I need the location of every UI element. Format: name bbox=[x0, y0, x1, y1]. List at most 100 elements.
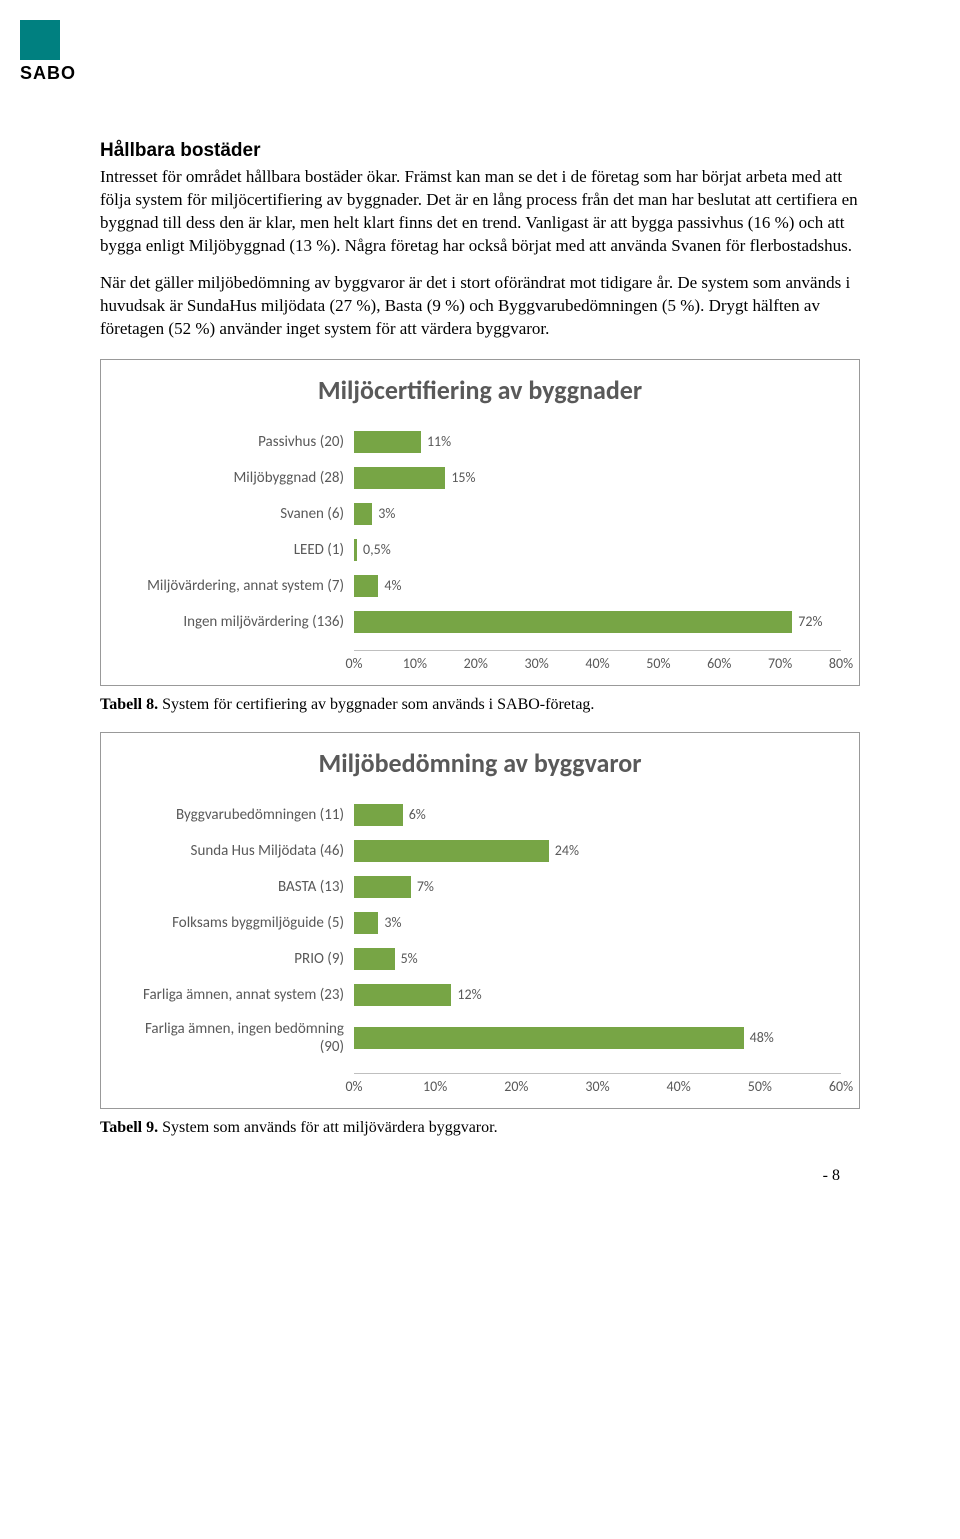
chart-1-tick: 30% bbox=[525, 655, 549, 672]
chart-2-bar-value: 6% bbox=[403, 804, 426, 826]
chart-1-bar-value: 15% bbox=[445, 467, 475, 489]
paragraph-1: Intresset för området hållbara bostäder … bbox=[100, 166, 860, 258]
chart-1-bar-region: 0,5% bbox=[354, 539, 841, 561]
chart-2-bar-region: 12% bbox=[354, 984, 841, 1006]
chart-2-category-label: Farliga ämnen, ingen bedömning (90) bbox=[119, 1020, 354, 1056]
chart-1-tick: 40% bbox=[585, 655, 609, 672]
sabo-logo: SABO bbox=[20, 20, 76, 84]
chart-1-bar bbox=[354, 431, 421, 453]
chart-2-bar bbox=[354, 948, 395, 970]
chart-1-tick: 10% bbox=[403, 655, 427, 672]
chart-2-category-label: Folksams byggmiljöguide (5) bbox=[119, 914, 354, 932]
chart-2-tick: 0% bbox=[345, 1078, 362, 1095]
chart-1-bar-value: 3% bbox=[372, 503, 395, 525]
chart-2-row: Sunda Hus Miljödata (46) 24% bbox=[119, 840, 841, 862]
chart-2-bar-value: 7% bbox=[411, 876, 434, 898]
chart-1-bar bbox=[354, 503, 372, 525]
chart-2-row: PRIO (9) 5% bbox=[119, 948, 841, 970]
chart-2-title: Miljöbedömning av byggvaror bbox=[119, 747, 841, 779]
caption-2-text: System som används för att miljövärdera … bbox=[158, 1119, 497, 1136]
chart-2-bar-value: 48% bbox=[744, 1027, 774, 1049]
chart-2-bar-region: 48% bbox=[354, 1027, 841, 1049]
chart-1-axis: 0%10%20%30%40%50%60%70%80% bbox=[354, 650, 841, 671]
chart-2-tick: 60% bbox=[829, 1078, 853, 1095]
chart-2-bar-value: 3% bbox=[378, 912, 401, 934]
chart-2-axis: 0%10%20%30%40%50%60% bbox=[354, 1073, 841, 1094]
chart-1-bar bbox=[354, 575, 378, 597]
chart-1-category-label: LEED (1) bbox=[119, 541, 354, 559]
caption-1-bold: Tabell 8. bbox=[100, 696, 158, 713]
chart-2-row: Folksams byggmiljöguide (5) 3% bbox=[119, 912, 841, 934]
paragraph-2: När det gäller miljöbedömning av byggvar… bbox=[100, 272, 860, 341]
chart-1-tick: 50% bbox=[646, 655, 670, 672]
chart-1-bar bbox=[354, 611, 792, 633]
chart-1-bar-region: 11% bbox=[354, 431, 841, 453]
chart-1-bar-value: 72% bbox=[792, 611, 822, 633]
chart-2-tick: 50% bbox=[748, 1078, 772, 1095]
chart-1-tick: 70% bbox=[768, 655, 792, 672]
chart-2-category-label: Farliga ämnen, annat system (23) bbox=[119, 986, 354, 1004]
chart-2-bar bbox=[354, 1027, 744, 1049]
chart-2-bar-value: 12% bbox=[451, 984, 481, 1006]
chart-2-bar-region: 5% bbox=[354, 948, 841, 970]
chart-1-row: Miljöbyggnad (28) 15% bbox=[119, 467, 841, 489]
logo-block bbox=[20, 20, 60, 60]
chart-2-row: Farliga ämnen, annat system (23) 12% bbox=[119, 984, 841, 1006]
chart-2-bar bbox=[354, 840, 549, 862]
chart-1-category-label: Miljöbyggnad (28) bbox=[119, 469, 354, 487]
chart-1-bar-value: 0,5% bbox=[357, 539, 391, 561]
chart-2-bar-region: 24% bbox=[354, 840, 841, 862]
chart-2-bar-value: 24% bbox=[549, 840, 579, 862]
chart-1: Miljöcertifiering av byggnader Passivhus… bbox=[100, 359, 860, 686]
page-number-value: 8 bbox=[832, 1167, 840, 1184]
chart-2-bar-region: 6% bbox=[354, 804, 841, 826]
chart-2-bar bbox=[354, 876, 411, 898]
chart-2-bar bbox=[354, 804, 403, 826]
chart-2-bar bbox=[354, 912, 378, 934]
chart-2-bar-region: 7% bbox=[354, 876, 841, 898]
chart-2-tick: 20% bbox=[504, 1078, 528, 1095]
chart-1-bar-region: 72% bbox=[354, 611, 841, 633]
chart-1-category-label: Miljövärdering, annat system (7) bbox=[119, 577, 354, 595]
chart-2-category-label: Sunda Hus Miljödata (46) bbox=[119, 842, 354, 860]
chart-1-bar-value: 11% bbox=[421, 431, 451, 453]
caption-1: Tabell 8. System för certifiering av byg… bbox=[100, 696, 860, 714]
chart-1-bar-value: 4% bbox=[378, 575, 401, 597]
logo-text: SABO bbox=[20, 63, 76, 84]
section-heading: Hållbara bostäder bbox=[100, 140, 860, 162]
chart-1-bar bbox=[354, 467, 445, 489]
chart-2: Miljöbedömning av byggvaror Byggvarubedö… bbox=[100, 732, 860, 1109]
chart-1-bar-region: 3% bbox=[354, 503, 841, 525]
chart-1-category-label: Ingen miljövärdering (136) bbox=[119, 613, 354, 631]
chart-1-tick: 20% bbox=[464, 655, 488, 672]
chart-1-title: Miljöcertifiering av byggnader bbox=[119, 374, 841, 406]
chart-1-row: LEED (1)0,5% bbox=[119, 539, 841, 561]
page-number: - 8 bbox=[100, 1167, 860, 1185]
chart-2-row: Farliga ämnen, ingen bedömning (90) 48% bbox=[119, 1020, 841, 1056]
caption-2: Tabell 9. System som används för att mil… bbox=[100, 1119, 860, 1137]
chart-2-bar bbox=[354, 984, 451, 1006]
chart-1-category-label: Svanen (6) bbox=[119, 505, 354, 523]
chart-2-tick: 40% bbox=[667, 1078, 691, 1095]
chart-2-category-label: Byggvarubedömningen (11) bbox=[119, 806, 354, 824]
chart-1-row: Passivhus (20) 11% bbox=[119, 431, 841, 453]
chart-1-tick: 60% bbox=[707, 655, 731, 672]
chart-1-category-label: Passivhus (20) bbox=[119, 433, 354, 451]
caption-2-bold: Tabell 9. bbox=[100, 1119, 158, 1136]
chart-1-bar-region: 4% bbox=[354, 575, 841, 597]
chart-1-row: Ingen miljövärdering (136) 72% bbox=[119, 611, 841, 633]
chart-2-category-label: BASTA (13) bbox=[119, 878, 354, 896]
chart-2-tick: 10% bbox=[423, 1078, 447, 1095]
chart-1-row: Miljövärdering, annat system (7) 4% bbox=[119, 575, 841, 597]
chart-1-tick: 80% bbox=[829, 655, 853, 672]
chart-2-tick: 30% bbox=[585, 1078, 609, 1095]
chart-1-tick: 0% bbox=[345, 655, 362, 672]
chart-2-row: Byggvarubedömningen (11) 6% bbox=[119, 804, 841, 826]
chart-2-bar-value: 5% bbox=[395, 948, 418, 970]
chart-2-bar-region: 3% bbox=[354, 912, 841, 934]
caption-1-text: System för certifiering av byggnader som… bbox=[158, 696, 594, 713]
chart-1-bar-region: 15% bbox=[354, 467, 841, 489]
chart-2-row: BASTA (13) 7% bbox=[119, 876, 841, 898]
chart-1-row: Svanen (6) 3% bbox=[119, 503, 841, 525]
chart-2-category-label: PRIO (9) bbox=[119, 950, 354, 968]
